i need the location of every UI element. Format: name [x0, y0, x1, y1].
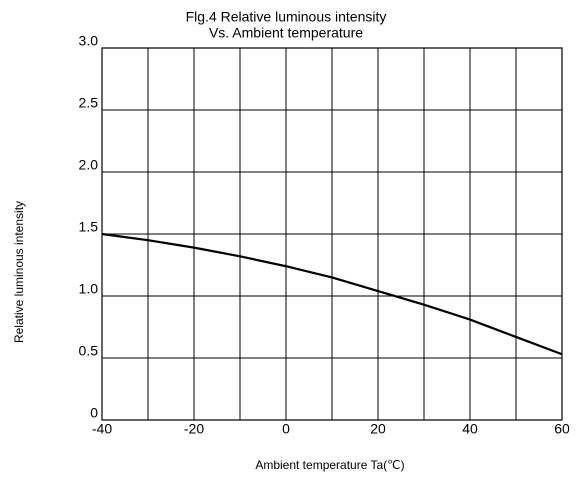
y-axis-label: Relative luminous intensity	[12, 201, 26, 343]
x-tick-label: -20	[184, 421, 204, 437]
x-tick-label: 0	[282, 421, 290, 437]
y-tick-label: 0	[90, 405, 98, 421]
x-tick-label: -40	[92, 421, 112, 437]
x-tick-label: 40	[462, 421, 478, 437]
y-tick-label: 2.0	[79, 157, 99, 173]
y-tick-label: 3.0	[79, 33, 99, 49]
x-tick-label: 60	[554, 421, 570, 437]
chart-title: Flg.4 Relative luminous intensity	[186, 9, 387, 25]
y-tick-label: 2.5	[79, 95, 99, 111]
chart-title: Vs. Ambient temperature	[209, 25, 363, 41]
x-tick-label: 20	[370, 421, 386, 437]
data-line	[101, 232, 563, 356]
x-axis-label: Ambient temperature Ta(℃)	[255, 458, 404, 472]
y-tick-label: 0.5	[79, 343, 99, 359]
y-tick-label: 1.5	[79, 219, 99, 235]
y-tick-label: 1.0	[79, 281, 99, 297]
